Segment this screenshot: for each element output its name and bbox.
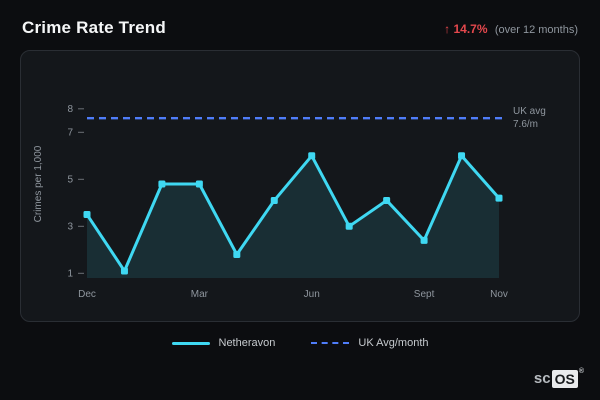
registered-mark: ® bbox=[578, 368, 584, 375]
data-point bbox=[120, 267, 128, 275]
logo-prefix: sc bbox=[533, 370, 551, 387]
crime-rate-chart: UK avg 7.6/m 1 3 5 7 8 Dec Mar Jun Sept Nov Crimes p… bbox=[33, 104, 546, 300]
data-point bbox=[233, 251, 241, 258]
chart-legend: Netheravon UK Avg/month bbox=[0, 337, 600, 349]
y-tick-label: 3 bbox=[67, 221, 73, 232]
legend-item-uk-avg[interactable]: UK Avg/month bbox=[311, 337, 429, 349]
uk-avg-value-label: 7.6/m bbox=[513, 119, 538, 130]
data-point bbox=[495, 194, 503, 202]
legend-item-netheravon[interactable]: Netheravon bbox=[171, 337, 276, 349]
data-point bbox=[458, 152, 466, 160]
x-tick-label: Dec bbox=[78, 289, 96, 300]
area-fill bbox=[87, 155, 499, 278]
data-point bbox=[83, 211, 91, 219]
data-point bbox=[383, 196, 391, 204]
uk-avg-label: UK avg bbox=[513, 106, 546, 117]
x-tick-label: Jun bbox=[304, 289, 320, 300]
data-point bbox=[195, 180, 203, 188]
data-point bbox=[420, 236, 428, 244]
legend-label: Netheravon bbox=[218, 337, 276, 349]
y-tick-label: 7 bbox=[67, 127, 73, 138]
y-axis-title: Crimes per 1,000 bbox=[33, 145, 44, 222]
x-tick-label: Sept bbox=[414, 289, 435, 300]
chart-card: UK avg 7.6/m 1 3 5 7 8 Dec Mar Jun Sept Nov Crimes p… bbox=[20, 50, 580, 322]
x-tick-label: Mar bbox=[191, 289, 209, 300]
header: Crime Rate Trend ↑ 14.7% (over 12 months… bbox=[0, 0, 600, 50]
y-tick-label: 8 bbox=[67, 104, 73, 115]
uk-avg-dash-swatch bbox=[311, 342, 350, 344]
logo-badge: OS bbox=[551, 370, 578, 388]
data-point bbox=[270, 196, 278, 204]
stat-value: ↑ 14.7% bbox=[444, 22, 488, 36]
y-tick-label: 5 bbox=[67, 174, 73, 185]
stat-note: (over 12 months) bbox=[494, 24, 578, 36]
data-point bbox=[308, 152, 316, 160]
y-tick-label: 1 bbox=[67, 268, 73, 279]
data-point bbox=[345, 222, 353, 230]
legend-label: UK Avg/month bbox=[358, 337, 429, 349]
scos-logo: sc OS ® bbox=[533, 368, 584, 388]
page-title: Crime Rate Trend bbox=[22, 18, 166, 37]
trend-stat: ↑ 14.7% (over 12 months) bbox=[444, 22, 578, 36]
series-line bbox=[85, 154, 501, 273]
x-tick-label: Nov bbox=[490, 289, 508, 300]
data-point bbox=[158, 180, 166, 188]
netheravon-line-swatch bbox=[171, 341, 210, 345]
